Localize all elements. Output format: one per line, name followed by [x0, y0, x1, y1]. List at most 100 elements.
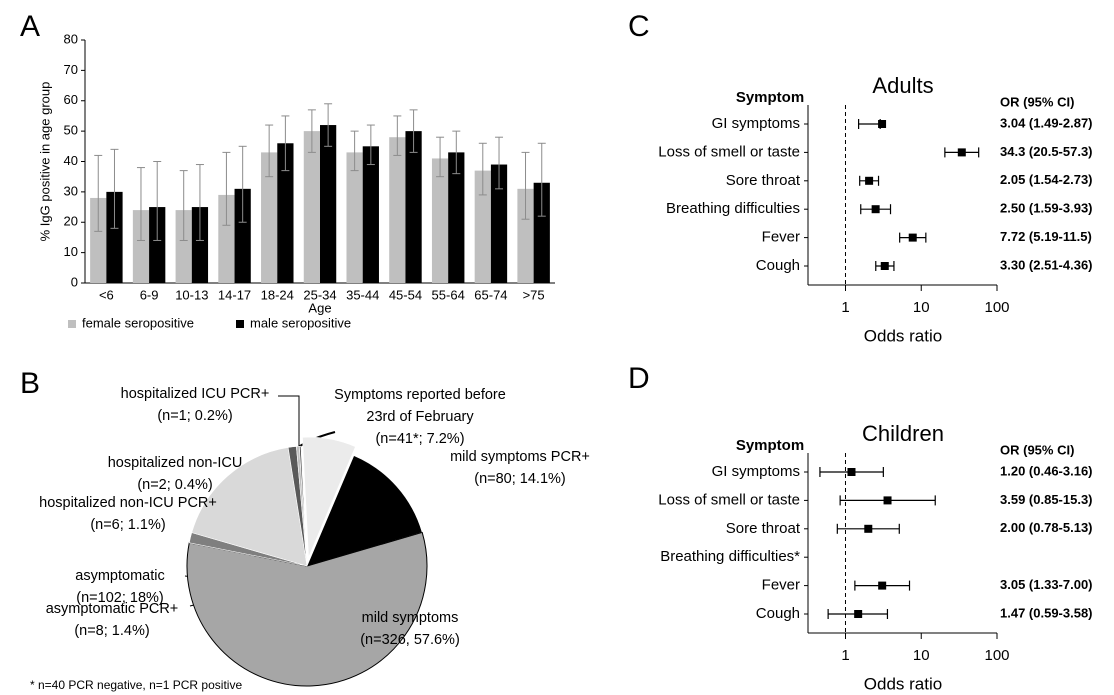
panel-label: C — [628, 10, 650, 43]
error-bar — [858, 119, 881, 129]
category-label: Loss of smell or taste — [658, 143, 800, 160]
category-label: Loss of smell or taste — [658, 491, 800, 508]
x-tick-label: 10 — [913, 647, 930, 664]
pie-value-label: (n=1; 0.2%) — [157, 408, 233, 424]
x-tick-label: 45-54 — [389, 287, 422, 302]
x-tick-label: 100 — [984, 299, 1009, 316]
bar — [90, 197, 107, 283]
error-bar — [537, 142, 546, 217]
legend-label: male seropositive — [250, 315, 351, 330]
category-label: GI symptoms — [712, 115, 800, 132]
bar — [474, 170, 491, 283]
footnote: * n=40 PCR negative, n=1 PCR positive — [30, 678, 242, 692]
pie-label: Symptoms reported before 23rd of Februar… — [334, 387, 506, 425]
odds-ratio-marker — [854, 610, 863, 618]
error-bar — [393, 115, 402, 156]
bar — [320, 125, 337, 283]
y-tick-label: 20 — [64, 214, 78, 229]
category-label: Fever — [762, 229, 800, 246]
error-bar — [110, 148, 119, 229]
pie-value-label: (n=80; 14.1%) — [474, 471, 566, 487]
odds-ratio-marker — [871, 205, 880, 214]
pie-slice — [306, 455, 423, 567]
y-tick-label: 0 — [71, 274, 78, 289]
x-tick-label: <6 — [99, 287, 114, 302]
chart-title: Children — [862, 421, 944, 446]
category-label: Breathing difficulties — [666, 200, 800, 217]
x-axis-label: Age — [308, 300, 331, 315]
value-label: 34.3 (20.5-57.3) — [1000, 144, 1093, 159]
pie-label: asymptomatic — [75, 568, 165, 584]
pie-slice — [191, 447, 308, 567]
x-tick-label: 100 — [984, 647, 1009, 664]
pie-value-label: (n=2; 0.4%) — [137, 477, 213, 493]
pie-value-label: (n=6; 1.1%) — [90, 517, 166, 533]
error-bar — [350, 130, 359, 172]
category-label: Cough — [756, 257, 800, 274]
error-bar — [521, 151, 530, 220]
y-tick-label: 80 — [64, 31, 78, 46]
value-label: 3.30 (2.51-4.36) — [1000, 257, 1093, 272]
bar — [106, 191, 123, 283]
category-label: Sore throat — [726, 172, 801, 189]
value-label: 2.05 (1.54-2.73) — [1000, 172, 1093, 187]
error-bar — [94, 154, 103, 232]
panel-label: B — [20, 367, 40, 400]
bar — [448, 152, 465, 283]
pie-slice — [186, 531, 428, 687]
bar — [346, 152, 363, 283]
value-header: OR (95% CI) — [1000, 94, 1074, 109]
value-label: 3.05 (1.33-7.00) — [1000, 577, 1093, 592]
category-label: Sore throat — [726, 520, 801, 537]
bar — [431, 158, 449, 283]
x-tick-label: 1 — [841, 647, 849, 664]
odds-ratio-marker — [883, 496, 892, 505]
x-tick-label: >75 — [523, 287, 545, 302]
y-tick-label: 60 — [64, 92, 78, 107]
value-label: 2.50 (1.59-3.93) — [1000, 201, 1093, 216]
error-bar — [409, 109, 418, 153]
bar — [261, 152, 278, 283]
pie-slice — [299, 445, 308, 567]
category-label: Fever — [762, 577, 800, 594]
y-tick-label: 50 — [64, 123, 78, 138]
error-bar — [222, 151, 231, 226]
panel-label: D — [628, 362, 650, 395]
value-label: 1.47 (0.59-3.58) — [1000, 605, 1093, 620]
x-axis-label: Odds ratio — [864, 326, 942, 345]
pie-value-label: (n=102; 18%) — [76, 590, 164, 606]
category-header: Symptom — [736, 89, 804, 106]
bar — [191, 207, 209, 283]
odds-ratio-marker — [880, 262, 889, 270]
error-bar — [179, 170, 188, 241]
y-tick-label: 10 — [64, 244, 78, 259]
error-bar — [436, 136, 445, 178]
value-label: 2.00 (0.78-5.13) — [1000, 520, 1093, 535]
pie-label: mild symptoms — [361, 610, 459, 626]
pie-label: mild symptoms PCR+ — [450, 449, 590, 465]
bar — [218, 194, 235, 283]
bar — [490, 164, 508, 283]
legend-swatch — [236, 320, 244, 328]
pie-value-label: (n=41*; 7.2%) — [375, 431, 465, 447]
odds-ratio-marker — [864, 524, 873, 533]
value-label: 1.20 (0.46-3.16) — [1000, 463, 1093, 478]
chart-title: Adults — [872, 73, 933, 98]
value-header: OR (95% CI) — [1000, 442, 1074, 457]
panel-label: A — [20, 10, 40, 43]
error-bar — [452, 130, 461, 175]
x-tick-label: 10 — [913, 299, 930, 316]
bar — [277, 143, 294, 283]
odds-ratio-marker — [957, 148, 966, 157]
bar — [517, 188, 534, 283]
y-tick-label: 40 — [64, 153, 78, 168]
pie-label: hospitalized ICU PCR+ — [120, 386, 270, 402]
pie-label: hospitalized non-ICU PCR+ — [39, 495, 217, 511]
x-tick-label: 14-17 — [218, 287, 251, 302]
category-header: Symptom — [736, 437, 804, 454]
x-tick-label: 65-74 — [474, 287, 507, 302]
bar — [362, 146, 379, 283]
error-bar — [324, 103, 333, 147]
value-label: 3.04 (1.49-2.87) — [1000, 115, 1093, 130]
